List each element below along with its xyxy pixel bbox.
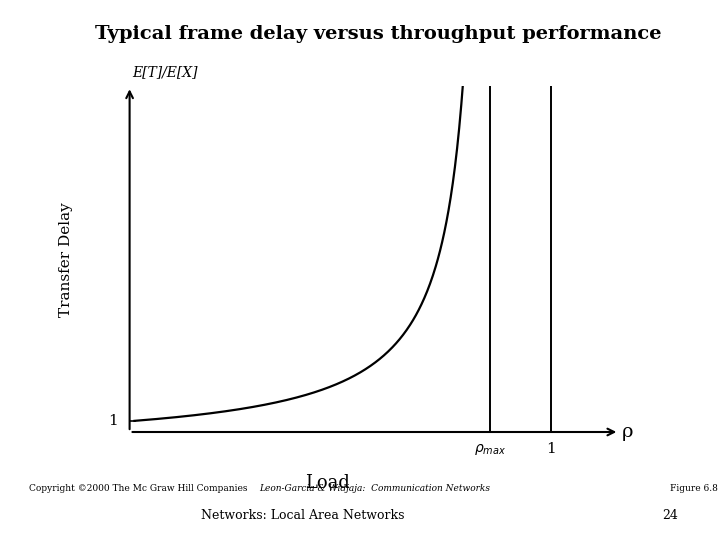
Text: ρ: ρ (621, 423, 633, 441)
Text: Load: Load (305, 474, 350, 492)
Text: Transfer Delay: Transfer Delay (59, 202, 73, 316)
Text: E[T]/E[X]: E[T]/E[X] (132, 65, 197, 79)
Text: 24: 24 (662, 509, 678, 522)
Text: Typical frame delay versus throughput performance: Typical frame delay versus throughput pe… (95, 25, 661, 43)
Text: Networks: Local Area Networks: Networks: Local Area Networks (201, 509, 404, 522)
Text: 1: 1 (108, 414, 117, 428)
Text: 1: 1 (546, 442, 556, 456)
Text: Leon-Garcia & Widjaja:  Communication Networks: Leon-Garcia & Widjaja: Communication Net… (259, 484, 490, 493)
Text: Copyright ©2000 The Mc Graw Hill Companies: Copyright ©2000 The Mc Graw Hill Compani… (29, 484, 247, 493)
Text: $\rho_{max}$: $\rho_{max}$ (474, 442, 506, 457)
Text: Figure 6.8: Figure 6.8 (670, 484, 717, 493)
